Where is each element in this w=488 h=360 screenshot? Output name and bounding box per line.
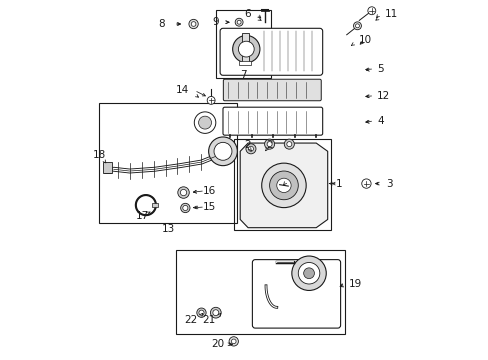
Bar (102, 162, 112, 173)
Circle shape (266, 141, 271, 147)
Circle shape (178, 187, 189, 198)
Circle shape (198, 116, 211, 129)
Text: 7: 7 (240, 70, 246, 80)
Text: 13: 13 (162, 225, 175, 234)
Circle shape (232, 36, 260, 63)
Circle shape (269, 171, 298, 200)
Circle shape (261, 163, 305, 208)
Circle shape (284, 139, 294, 149)
Circle shape (238, 41, 254, 57)
Circle shape (183, 206, 187, 211)
Text: 21: 21 (202, 315, 215, 325)
FancyBboxPatch shape (252, 260, 340, 328)
Circle shape (231, 339, 236, 344)
FancyBboxPatch shape (223, 107, 322, 135)
Circle shape (264, 139, 274, 149)
Text: 3: 3 (386, 179, 392, 189)
Circle shape (355, 24, 359, 28)
FancyBboxPatch shape (220, 28, 322, 75)
Circle shape (136, 195, 156, 215)
Text: 2: 2 (266, 140, 272, 150)
Text: 20: 20 (211, 339, 224, 349)
Circle shape (214, 142, 231, 160)
Bar (215, 10, 271, 78)
Text: 22: 22 (183, 315, 197, 325)
Bar (99, 103, 237, 223)
Circle shape (188, 19, 198, 29)
Circle shape (291, 256, 325, 291)
Circle shape (180, 189, 186, 196)
Circle shape (303, 268, 314, 279)
Circle shape (298, 262, 319, 284)
Text: 11: 11 (384, 9, 397, 19)
Text: 1: 1 (335, 179, 342, 189)
Text: 17: 17 (135, 211, 149, 221)
Text: 15: 15 (203, 202, 216, 212)
Circle shape (235, 18, 243, 26)
Circle shape (361, 179, 370, 188)
Bar (241, 33, 248, 63)
Circle shape (286, 141, 291, 147)
Text: 2: 2 (244, 140, 250, 150)
Circle shape (210, 307, 221, 318)
Circle shape (208, 137, 237, 166)
Text: 4: 4 (376, 116, 383, 126)
Circle shape (237, 20, 241, 24)
Circle shape (199, 310, 203, 315)
Circle shape (212, 310, 218, 316)
Circle shape (180, 203, 190, 213)
FancyBboxPatch shape (223, 79, 321, 101)
Text: 9: 9 (212, 17, 218, 27)
Text: 19: 19 (348, 279, 361, 289)
Text: 5: 5 (376, 64, 383, 74)
Circle shape (191, 22, 196, 26)
Text: 12: 12 (376, 91, 389, 101)
Bar (176, 250, 344, 334)
Bar (233, 139, 330, 230)
Circle shape (194, 112, 215, 134)
Circle shape (245, 144, 255, 154)
Text: 10: 10 (359, 35, 372, 45)
Text: 14: 14 (175, 85, 188, 95)
Circle shape (228, 337, 238, 346)
Circle shape (207, 96, 215, 104)
Text: 16: 16 (203, 186, 216, 196)
Bar (239, 61, 251, 65)
Polygon shape (240, 143, 327, 228)
Text: 18: 18 (92, 150, 106, 160)
Text: 8: 8 (158, 19, 164, 29)
Circle shape (353, 22, 361, 30)
Bar (152, 203, 158, 207)
Circle shape (196, 308, 206, 318)
Text: 2: 2 (287, 175, 294, 185)
Circle shape (248, 146, 253, 151)
Circle shape (367, 7, 375, 15)
Circle shape (276, 178, 290, 193)
Text: 6: 6 (244, 9, 250, 19)
